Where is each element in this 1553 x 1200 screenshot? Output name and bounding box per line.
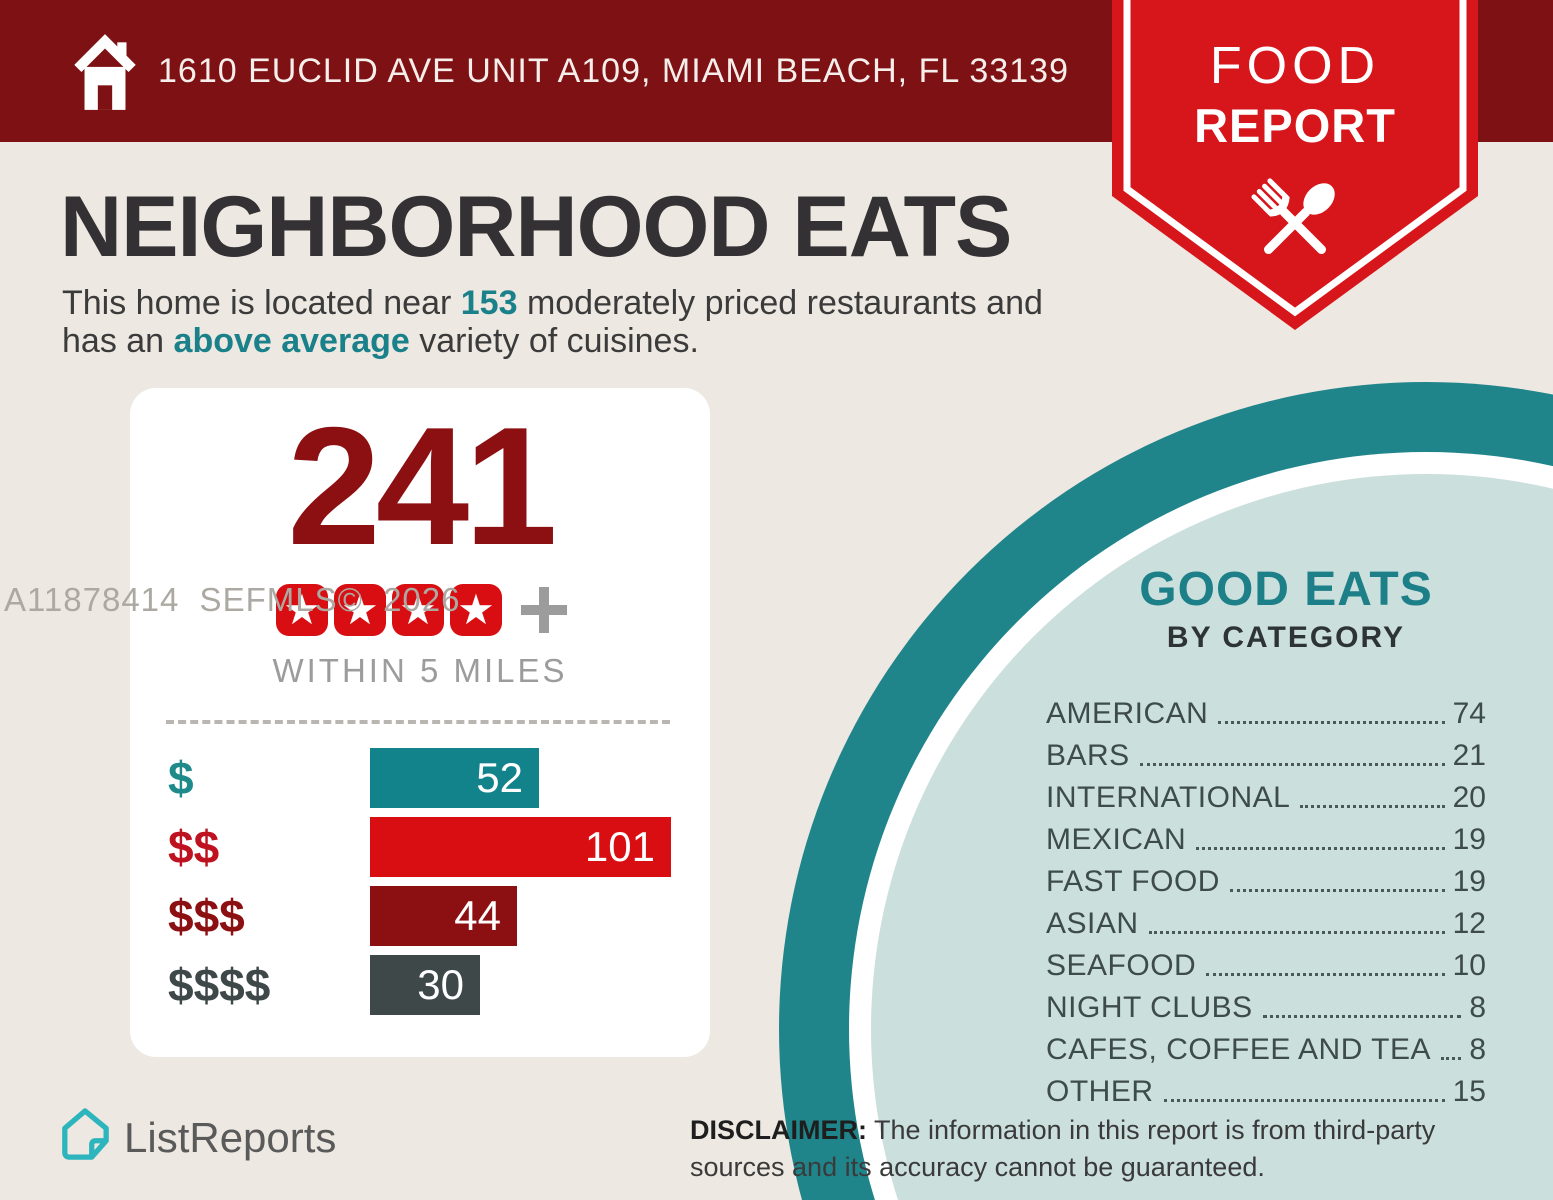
dotted-leader [1218, 721, 1445, 724]
category-row: OTHER 15 [1046, 1065, 1486, 1107]
price-bar-value: 52 [476, 754, 523, 801]
disclaimer-text: DISCLAIMER: The information in this repo… [690, 1115, 1436, 1182]
good-eats-panel: GOOD EATS BY CATEGORY AMERICAN 74 BARS 21 IN… [1046, 562, 1486, 1107]
star-glyph: ★ [341, 585, 379, 634]
price-bar-row: $$$ 44 [130, 886, 710, 946]
price-bar: 30 [370, 955, 480, 1015]
category-count: 19 [1452, 823, 1486, 856]
dotted-leader [1229, 889, 1445, 892]
category-label: AMERICAN [1046, 697, 1209, 730]
restaurant-count: 153 [460, 284, 518, 322]
category-row: SEAFOOD 10 [1046, 939, 1486, 981]
rating-row: ★ ★ ★ ★ [130, 584, 710, 636]
intro-line2-pre: has an [62, 322, 174, 360]
good-eats-subtitle: BY CATEGORY [1166, 621, 1406, 654]
listreports-logo-icon [60, 1108, 110, 1167]
category-count: 10 [1452, 949, 1486, 982]
dotted-leader [1441, 1057, 1462, 1060]
category-row: ASIAN 12 [1046, 897, 1486, 939]
price-level-label: $$$$ [168, 959, 271, 1011]
total-restaurants-count: 241 [287, 392, 557, 580]
price-level-label: $$ [168, 821, 220, 873]
dashed-divider [166, 720, 670, 724]
star-icon: ★ [392, 584, 444, 636]
category-label: OTHER [1046, 1075, 1154, 1108]
star-glyph: ★ [457, 585, 495, 634]
dotted-leader [1148, 931, 1445, 934]
dotted-leader [1262, 1015, 1462, 1018]
category-count: 21 [1452, 739, 1486, 772]
price-bar-value: 30 [417, 961, 464, 1008]
category-label: INTERNATIONAL [1046, 781, 1291, 814]
category-row: BARS 21 [1046, 729, 1486, 771]
intro-line2-post: variety of cuisines. [409, 322, 699, 360]
category-label: NIGHT CLUBS [1046, 991, 1253, 1024]
food-report-badge: FOOD REPORT [1112, 0, 1478, 332]
intro-line1-pre: This home is located near [62, 284, 461, 322]
category-label: ASIAN [1046, 907, 1139, 940]
mls-watermark: A11878414 SEFMLS© 2026 [4, 581, 461, 618]
dotted-leader [1139, 763, 1445, 766]
price-bar-row: $52 [130, 748, 710, 808]
price-level-label: $$$ [168, 890, 245, 942]
category-count: 74 [1452, 697, 1486, 730]
good-eats-title: GOOD EATS [1139, 563, 1433, 616]
star-glyph: ★ [283, 585, 321, 634]
category-row: AMERICAN 74 [1046, 687, 1486, 729]
category-label: FAST FOOD [1046, 865, 1220, 898]
intro-text: This home is located near 153 moderately… [62, 284, 1122, 360]
dotted-leader [1206, 973, 1445, 976]
listreports-wordmark: ListReports [124, 1113, 337, 1161]
category-count: 15 [1452, 1075, 1486, 1108]
category-row: NIGHT CLUBS 8 [1046, 981, 1486, 1023]
dotted-leader [1300, 805, 1445, 808]
price-bar: 101 [370, 817, 671, 877]
category-row: MEXICAN 19 [1046, 813, 1486, 855]
category-row: FAST FOOD 19 [1046, 855, 1486, 897]
plus-icon [521, 587, 567, 633]
category-row: INTERNATIONAL 20 [1046, 771, 1486, 813]
radius-caption: WITHIN 5 MILES [272, 652, 568, 689]
page-title: NEIGHBORHOOD EATS [60, 179, 1012, 275]
category-count: 19 [1452, 865, 1486, 898]
star-icon: ★ [276, 584, 328, 636]
rating-stars: ★ ★ ★ ★ [273, 584, 505, 636]
price-bar-value: 44 [454, 892, 501, 939]
category-label: BARS [1046, 739, 1130, 772]
dotted-leader [1196, 847, 1445, 850]
category-label: SEAFOOD [1046, 949, 1197, 982]
price-bar-row: $$$$ 30 [130, 955, 710, 1015]
star-icon: ★ [334, 584, 386, 636]
category-count: 12 [1452, 907, 1486, 940]
category-count: 8 [1469, 1033, 1486, 1066]
dotted-leader [1163, 1099, 1445, 1102]
badge-title-line2: REPORT [1194, 99, 1396, 152]
category-label: CAFES, COFFEE AND TEA [1046, 1033, 1432, 1066]
price-bar-row: $$ 101 [130, 817, 710, 877]
variety-rating: above average [173, 322, 410, 360]
category-row: CAFES, COFFEE AND TEA 8 [1046, 1023, 1486, 1065]
category-label: MEXICAN [1046, 823, 1187, 856]
price-bar: 52 [370, 748, 539, 808]
price-bar-value: 101 [584, 823, 655, 870]
star-glyph: ★ [399, 585, 437, 634]
disclaimer-label: DISCLAIMER: [690, 1115, 867, 1145]
property-address: 1610 EUCLID AVE UNIT A109, MIAMI BEACH, … [158, 52, 1069, 90]
category-count: 20 [1452, 781, 1486, 814]
price-bar: 44 [370, 886, 517, 946]
price-level-label: $ [168, 752, 194, 804]
price-bar-chart: $52 $$ 101 $$$ 44 $$$$ 30 [130, 748, 710, 1015]
restaurant-stats-card: 241 ★ ★ ★ ★ WITHIN 5 MILES $52 $$ 101 $$$ 44 $$$… [130, 388, 710, 1057]
category-list: AMERICAN 74 BARS 21 INTERNATIONAL 20 MEXICAN 19… [1046, 687, 1486, 1107]
home-icon [72, 28, 138, 119]
listreports-brand: ListReports [60, 1108, 336, 1167]
category-count: 8 [1469, 991, 1486, 1024]
spoon-fork-icon [1112, 167, 1478, 284]
badge-title-line1: FOOD [1209, 37, 1381, 95]
intro-line1-post: moderately priced restaurants and [517, 284, 1043, 322]
star-icon: ★ [450, 584, 502, 636]
